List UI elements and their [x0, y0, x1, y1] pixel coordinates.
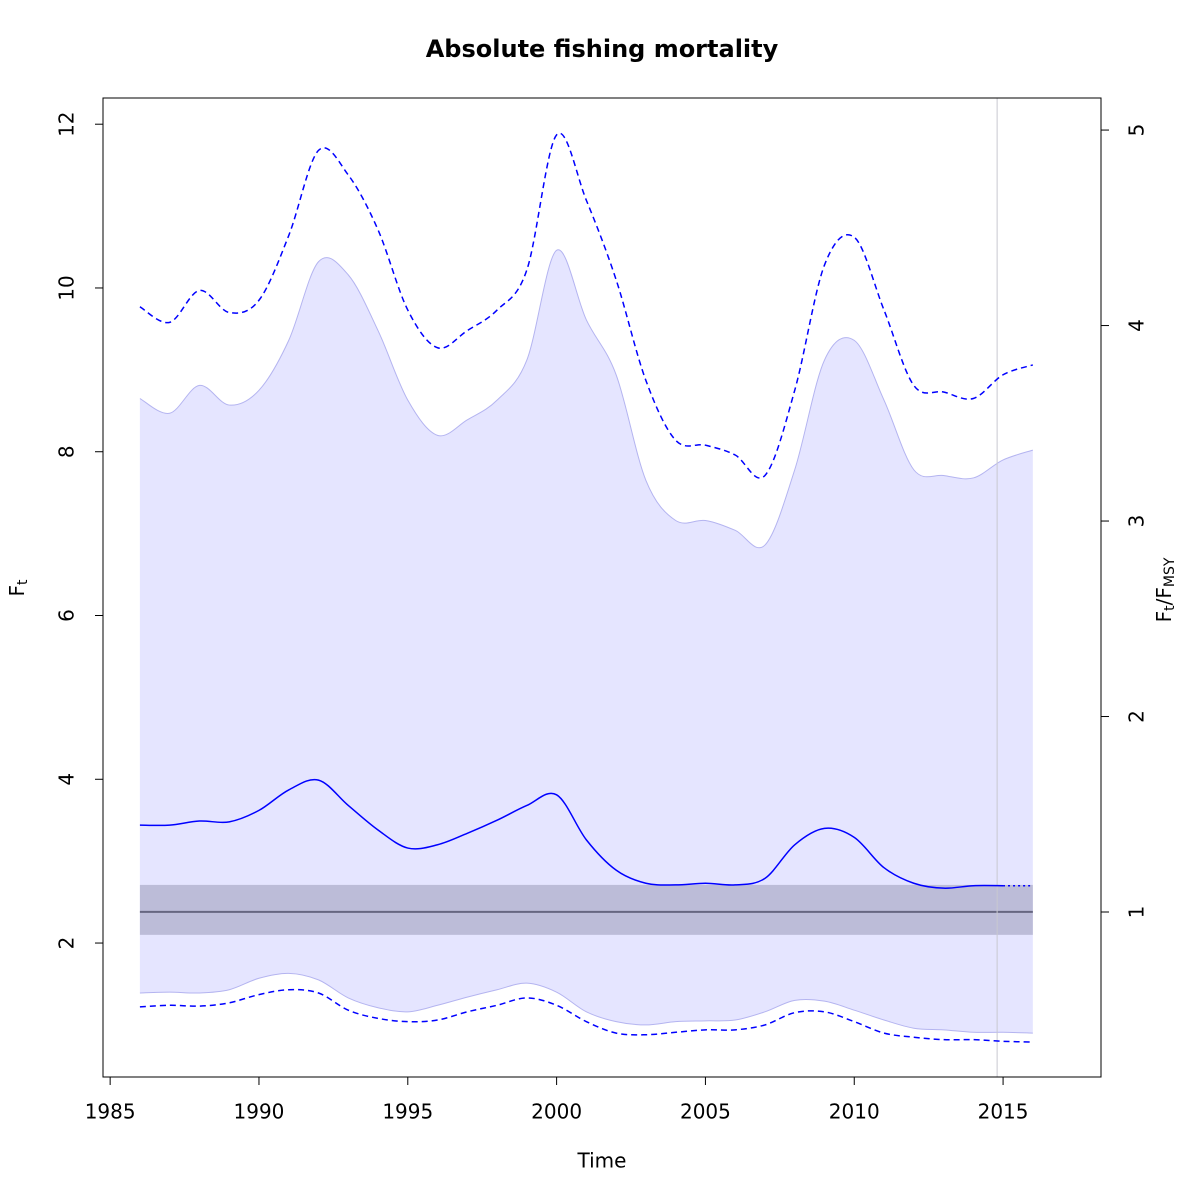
y-tick-label: 12 [55, 111, 79, 136]
area-edge [139, 249, 1033, 549]
y-label-main: F [5, 585, 29, 597]
x-tick-label: 1995 [382, 1100, 433, 1124]
chart-title: Absolute fishing mortality [426, 35, 779, 63]
x-tick-label: 2015 [978, 1100, 1029, 1124]
y-tick-label: 4 [55, 773, 79, 786]
y2-tick-label: 2 [1125, 710, 1149, 723]
y2-label-sub2: MSY [1162, 557, 1178, 587]
x-tick-label: 2000 [531, 1100, 582, 1124]
area-edge [139, 972, 1033, 1034]
y2-label-main: F [1152, 611, 1176, 623]
series-line [139, 778, 1004, 889]
series-line [139, 132, 1034, 479]
y-tick-label: 6 [55, 609, 79, 622]
y2-axis-label: Ft/FMSY [1152, 557, 1179, 622]
y-tick-label: 2 [55, 937, 79, 950]
x-axis-label: Time [577, 1149, 627, 1173]
reference-band [139, 884, 1033, 935]
y-label-sub: t [15, 579, 31, 585]
y-axis-label: Ft [5, 579, 32, 597]
x-tick-label: 2005 [680, 1100, 731, 1124]
confidence-area [139, 249, 1033, 1034]
y2-tick-label: 3 [1125, 515, 1149, 528]
x-tick-label: 2010 [829, 1100, 880, 1124]
series-line [139, 988, 1033, 1043]
y2-tick-label: 1 [1125, 906, 1149, 919]
y-tick-label: 8 [55, 445, 79, 458]
plot-frame [102, 97, 1102, 1078]
y2-tick-label: 5 [1125, 124, 1149, 137]
x-tick-label: 1990 [234, 1100, 285, 1124]
y-tick-label: 10 [55, 275, 79, 300]
y2-label-sub: t [1162, 605, 1178, 611]
x-tick-label: 1985 [85, 1100, 136, 1124]
y2-tick-label: 4 [1125, 319, 1149, 332]
y2-label-main2: /F [1152, 587, 1176, 605]
